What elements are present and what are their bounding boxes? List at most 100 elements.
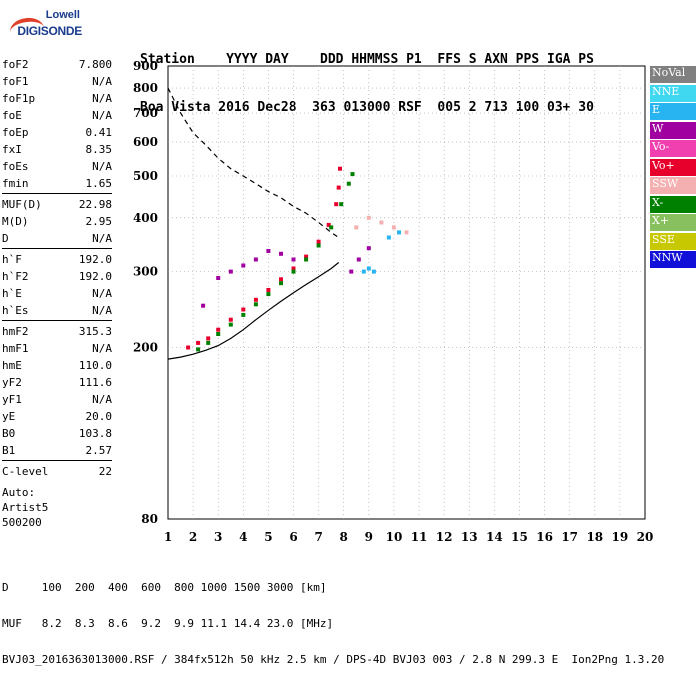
param-name: MUF(D) — [2, 198, 42, 211]
data-point-x- — [216, 332, 221, 336]
param-name: yF1 — [2, 393, 22, 406]
param-divider — [2, 460, 112, 461]
param-row: yF2 111.6 — [2, 374, 112, 391]
data-point-e — [386, 235, 391, 240]
x-tick-label: 3 — [214, 530, 222, 544]
data-point-x- — [339, 202, 344, 207]
data-point-w — [241, 263, 246, 268]
legend-entry: NNE — [650, 84, 696, 102]
param-name: B0 — [2, 427, 16, 440]
param-value: N/A — [92, 160, 112, 173]
param-row: B1 2.57 — [2, 442, 112, 459]
param-row: fxI 8.35 — [2, 141, 112, 158]
station-header: Station YYYY DAY DDD HHMMSS P1 FFS S AXN… — [140, 20, 594, 132]
logo-line1: Lowell — [45, 9, 80, 21]
param-name: foE — [2, 109, 22, 122]
param-name: foEp — [2, 126, 29, 139]
y-tick-label: 500 — [133, 169, 158, 183]
param-value: N/A — [92, 92, 112, 105]
param-name: h`F — [2, 253, 22, 266]
param-value: 2.95 — [85, 215, 113, 228]
param-row: foEs N/A — [2, 158, 112, 175]
auto-version: 500200 — [2, 516, 42, 529]
data-point-x- — [346, 181, 351, 186]
param-value: 22 — [98, 465, 112, 478]
x-tick-label: 7 — [314, 530, 322, 544]
param-value: 111.6 — [78, 376, 112, 389]
param-value: 20.0 — [85, 410, 113, 423]
param-row: h`E N/A — [2, 285, 112, 302]
param-value: 110.0 — [78, 359, 112, 372]
maximum-height-curve — [167, 87, 340, 238]
x-tick-label: 16 — [536, 530, 553, 544]
data-point-vo- — [338, 166, 342, 171]
param-row: yF1 N/A — [2, 391, 112, 408]
x-tick-label: 13 — [461, 530, 478, 544]
data-point-vo- — [241, 307, 246, 312]
footer-info: D 100 200 400 600 800 1000 1500 3000 [km… — [2, 558, 664, 678]
data-point-vo- — [253, 297, 258, 302]
data-point-e — [366, 266, 371, 271]
y-tick-label: 300 — [133, 265, 158, 279]
param-row: D N/A — [2, 230, 112, 247]
param-name: h`E — [2, 287, 22, 300]
param-row: fmin 1.65 — [2, 175, 112, 192]
data-point-w — [228, 269, 233, 274]
x-tick-label: 10 — [386, 530, 403, 544]
data-point-w — [349, 269, 354, 274]
param-row: M(D) 2.95 — [2, 213, 112, 230]
data-point-x- — [329, 225, 334, 230]
param-value: 103.8 — [78, 427, 112, 440]
x-tick-label: 2 — [189, 530, 197, 544]
data-point-x- — [228, 322, 233, 327]
lowell-digisonde-logo: Lowell DIGISONDE — [8, 6, 120, 45]
x-tick-label: 6 — [289, 530, 297, 544]
legend-entry: Vo+ — [650, 158, 696, 176]
data-point-ssw — [379, 220, 384, 225]
data-point-vo- — [334, 202, 339, 207]
data-point-x- — [279, 281, 283, 286]
data-point-w — [253, 257, 258, 262]
param-name: hmF1 — [2, 342, 29, 355]
autoscaling-info: Auto: Artist5 500200 — [2, 485, 48, 530]
param-name: foEs — [2, 160, 29, 173]
y-tick-label: 400 — [133, 211, 158, 225]
data-point-vo- — [196, 340, 201, 345]
x-tick-label: 20 — [637, 530, 654, 544]
param-row: B0 103.8 — [2, 425, 112, 442]
legend-entry: NoVal — [650, 66, 696, 83]
data-point-ssw — [366, 215, 371, 220]
data-point-ssw — [404, 230, 409, 235]
param-value: N/A — [92, 232, 112, 245]
param-value: 1.65 — [85, 177, 113, 190]
x-tick-label: 5 — [264, 530, 272, 544]
param-row: h`Es N/A — [2, 302, 112, 319]
legend-entry: W — [650, 121, 696, 139]
data-point-x- — [196, 347, 201, 352]
param-value: N/A — [92, 109, 112, 122]
header-columns: Station YYYY DAY DDD HHMMSS P1 FFS S AXN… — [140, 52, 594, 67]
x-tick-label: 1 — [164, 530, 172, 544]
param-value: 7.800 — [78, 58, 112, 71]
plot-frame — [167, 65, 646, 520]
data-point-x- — [206, 340, 211, 345]
x-tick-label: 15 — [511, 530, 528, 544]
data-point-vo- — [206, 336, 211, 341]
param-row: h`F2 192.0 — [2, 268, 112, 285]
param-value: 8.35 — [85, 143, 113, 156]
y-tick-label: 600 — [133, 135, 158, 149]
param-value: 315.3 — [78, 325, 112, 338]
param-name: M(D) — [2, 215, 29, 228]
data-point-vo- — [228, 317, 233, 322]
legend-entry: X+ — [650, 214, 696, 231]
data-point-vo- — [266, 288, 271, 292]
param-row: hmE 110.0 — [2, 357, 112, 374]
param-row: foEp 0.41 — [2, 124, 112, 141]
param-divider — [2, 248, 112, 249]
x-tick-label: 18 — [586, 530, 603, 544]
auto-artist: Artist5 — [2, 501, 49, 514]
param-value: 192.0 — [78, 270, 112, 283]
param-row: yE 20.0 — [2, 408, 112, 425]
data-point-vo- — [291, 266, 296, 271]
x-tick-label: 9 — [365, 530, 373, 544]
